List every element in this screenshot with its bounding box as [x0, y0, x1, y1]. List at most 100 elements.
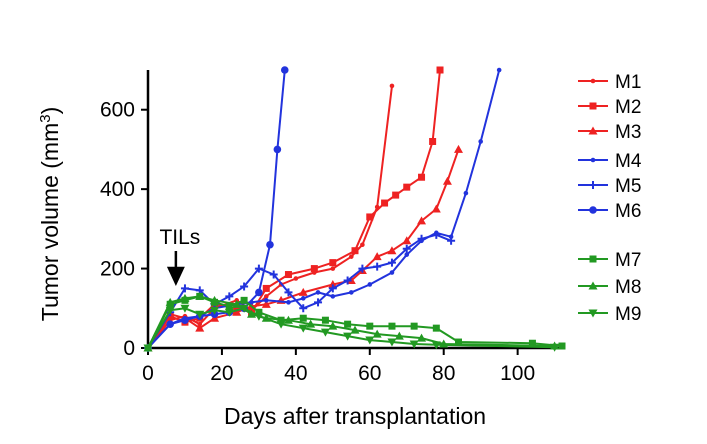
data-point-m6	[166, 320, 174, 328]
legend-label: M5	[615, 176, 641, 197]
data-point-m2	[392, 191, 400, 199]
data-point-m5	[358, 264, 367, 273]
data-point-m9	[180, 304, 190, 313]
data-point-m4	[330, 294, 336, 299]
legend-swatch-marker	[588, 281, 598, 290]
x-tick-label: 60	[358, 362, 381, 385]
data-point-m2	[429, 137, 437, 145]
data-point-m6	[181, 316, 189, 325]
data-point-m2	[351, 247, 359, 255]
data-point-m9	[431, 341, 441, 350]
data-point-m5	[432, 230, 441, 239]
data-point-m2	[366, 213, 374, 221]
data-point-m5	[240, 282, 249, 291]
data-point-m9	[298, 324, 308, 333]
series-group	[143, 66, 566, 353]
y-axis-title-superscript: 3	[37, 114, 54, 122]
series-m4	[145, 67, 502, 351]
data-point-m9	[343, 332, 353, 341]
data-point-m5	[225, 292, 234, 301]
data-point-m4	[496, 67, 502, 73]
data-point-m2	[381, 199, 389, 207]
data-point-m8	[180, 293, 190, 302]
y-axis-title-main: Tumor volume (mm	[37, 123, 63, 322]
data-point-m9	[165, 306, 175, 315]
series-m9	[143, 304, 560, 353]
legend-swatch-marker	[590, 78, 596, 84]
legend-item-m5: M5	[578, 176, 641, 197]
data-point-m4	[404, 252, 410, 257]
data-point-m2	[329, 259, 337, 267]
legend-item-m7: M7	[578, 250, 641, 271]
data-point-m9	[276, 320, 286, 329]
data-point-m7	[255, 308, 263, 316]
data-point-m1	[330, 266, 336, 271]
data-point-m7	[225, 302, 233, 310]
data-point-m1	[263, 294, 269, 299]
legend-label: M2	[615, 97, 641, 118]
data-point-m7	[366, 322, 374, 330]
data-point-m9	[550, 343, 560, 352]
data-point-m3	[402, 236, 412, 245]
data-point-m9	[239, 304, 249, 313]
data-point-m8	[350, 325, 360, 334]
x-tick-label: 40	[284, 362, 307, 385]
data-point-m8	[210, 295, 220, 304]
legend-item-m8: M8	[578, 277, 641, 298]
data-point-m3	[387, 246, 397, 255]
data-point-m4	[286, 300, 291, 305]
legend-label: M7	[615, 250, 641, 271]
data-point-m9	[387, 338, 397, 347]
tils-arrow-icon	[166, 251, 185, 286]
legend-swatch-marker	[589, 102, 597, 110]
legend-swatch-marker	[589, 255, 597, 263]
y-tick-label: 600	[100, 99, 135, 122]
data-point-m9	[224, 308, 234, 317]
data-point-m2	[403, 183, 411, 191]
y-tick-label: 200	[100, 258, 135, 281]
x-tick-label: 0	[142, 362, 154, 385]
data-point-m8	[328, 321, 338, 330]
x-tick-label: 80	[432, 362, 455, 385]
data-point-m5	[387, 258, 396, 267]
data-point-m8	[283, 315, 293, 324]
data-point-m7	[299, 314, 307, 322]
data-point-m7	[455, 338, 462, 346]
data-point-m4	[389, 270, 395, 275]
legend-label: M4	[615, 151, 642, 172]
data-point-m4	[300, 296, 306, 301]
legend-swatch-marker	[588, 309, 598, 318]
data-point-m2	[310, 265, 318, 273]
data-point-m3	[298, 287, 308, 296]
data-point-m3	[372, 252, 382, 261]
legend-item-m2: M2	[578, 97, 641, 118]
data-point-m2	[436, 66, 444, 74]
legend-item-m4: M4	[578, 151, 642, 172]
data-point-m8	[165, 297, 175, 306]
y-axis-title: Tumor volume (mm3)	[37, 107, 64, 322]
series-line-m2	[147, 69, 441, 349]
data-point-m7	[344, 320, 352, 328]
legend: M1 M2 M3 M4 M5 M6 M7 M8 M9	[578, 72, 642, 325]
data-point-m5	[180, 284, 189, 293]
data-point-m8	[417, 333, 427, 342]
data-point-m8	[195, 291, 205, 300]
data-point-m5	[402, 244, 411, 253]
data-point-m5	[314, 298, 323, 307]
series-line-m4	[147, 69, 501, 349]
data-point-m9	[320, 328, 330, 337]
series-m1	[145, 83, 395, 351]
legend-item-m3: M3	[578, 122, 641, 143]
data-point-m4	[478, 139, 483, 144]
data-point-m8	[247, 309, 256, 318]
legend-swatch-marker	[588, 126, 598, 135]
data-point-m5	[373, 262, 382, 271]
data-point-m2	[284, 271, 292, 279]
legend-swatch-marker	[589, 181, 597, 189]
axes: 0 20 40 60 80 100 0 200 400 600	[100, 70, 562, 385]
legend-label: M1	[615, 72, 641, 93]
legend-label: M8	[615, 277, 641, 298]
data-point-m8	[372, 329, 382, 338]
legend-swatch-marker	[589, 206, 597, 214]
data-point-m8	[232, 299, 242, 308]
